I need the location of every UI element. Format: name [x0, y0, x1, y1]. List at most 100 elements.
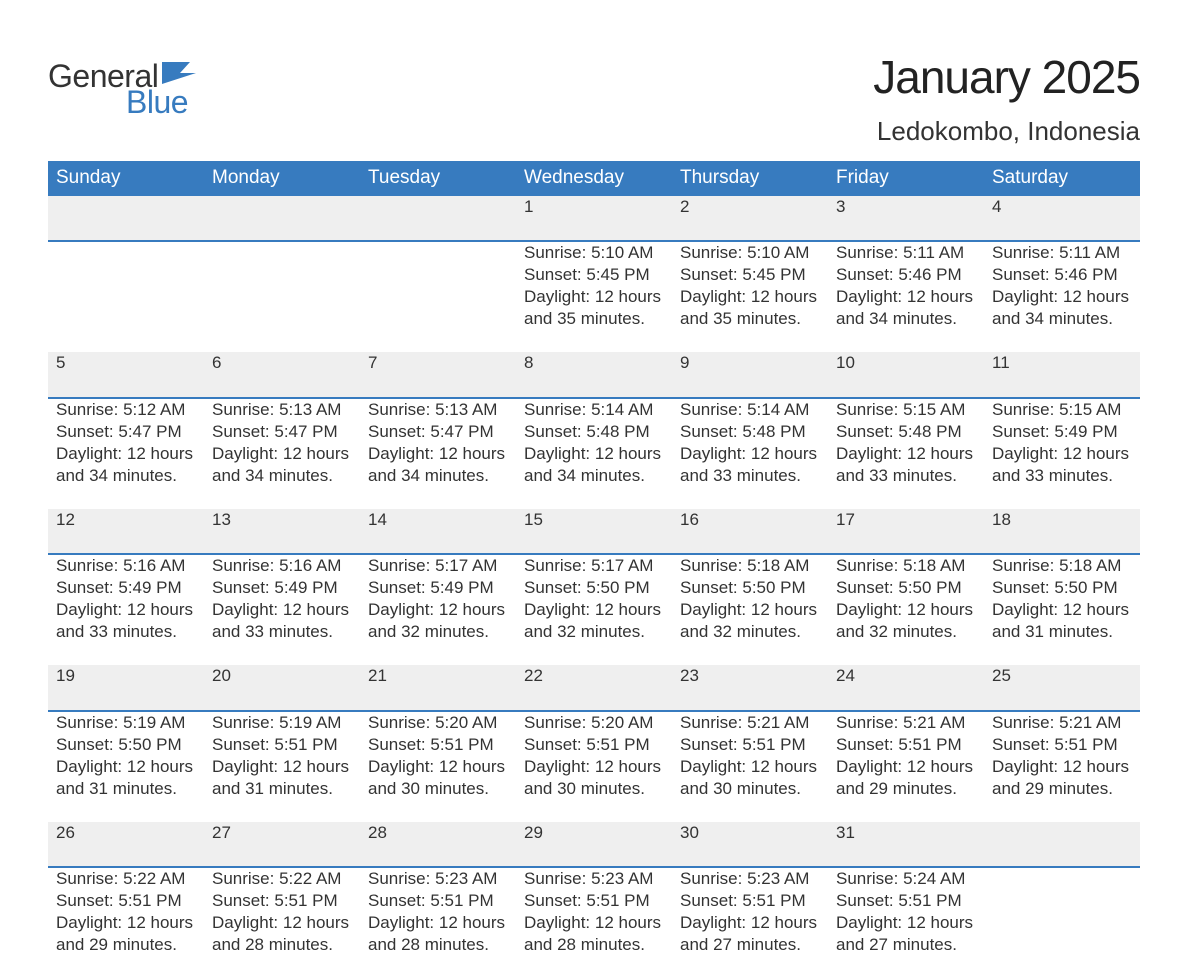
day-info-line: Daylight: 12 hours [368, 443, 508, 465]
daynum-row: 567891011 [48, 352, 1140, 397]
day-info-line: Sunrise: 5:14 AM [680, 399, 820, 421]
day-content-cell [360, 241, 516, 352]
day-info-line: Daylight: 12 hours [56, 756, 196, 778]
day-info-line: Daylight: 12 hours [212, 756, 352, 778]
day-content-cell: Sunrise: 5:10 AMSunset: 5:45 PMDaylight:… [672, 241, 828, 352]
day-info-line: Sunset: 5:46 PM [992, 264, 1132, 286]
day-info-line: Sunset: 5:48 PM [524, 421, 664, 443]
day-content-cell: Sunrise: 5:10 AMSunset: 5:45 PMDaylight:… [516, 241, 672, 352]
day-info-line: Sunrise: 5:12 AM [56, 399, 196, 421]
day-info-line: Daylight: 12 hours [680, 912, 820, 934]
day-number-cell: 28 [360, 822, 516, 867]
day-info-line: and 31 minutes. [56, 778, 196, 800]
day-info-line: and 33 minutes. [212, 621, 352, 643]
day-content-cell: Sunrise: 5:23 AMSunset: 5:51 PMDaylight:… [516, 867, 672, 978]
day-content-cell: Sunrise: 5:13 AMSunset: 5:47 PMDaylight:… [204, 398, 360, 509]
day-info-line: and 34 minutes. [836, 308, 976, 330]
day-info-line: Daylight: 12 hours [368, 912, 508, 934]
day-content-row: Sunrise: 5:12 AMSunset: 5:47 PMDaylight:… [48, 398, 1140, 509]
day-info-line: Sunrise: 5:11 AM [836, 242, 976, 264]
day-content-cell: Sunrise: 5:17 AMSunset: 5:49 PMDaylight:… [360, 554, 516, 665]
day-number-cell: 22 [516, 665, 672, 710]
day-number-cell: 1 [516, 196, 672, 241]
month-title: January 2025 [873, 50, 1140, 104]
day-content-row: Sunrise: 5:10 AMSunset: 5:45 PM Daylight:… [48, 241, 1140, 352]
weekday-header-row: Sunday Monday Tuesday Wednesday Thursday… [48, 161, 1140, 196]
day-number-cell: 31 [828, 822, 984, 867]
day-number-cell: 16 [672, 509, 828, 554]
day-info-line: and 28 minutes. [212, 934, 352, 956]
day-info-line: and 33 minutes. [992, 465, 1132, 487]
day-content-cell: Sunrise: 5:22 AMSunset: 5:51 PMDaylight:… [204, 867, 360, 978]
day-content-cell: Sunrise: 5:13 AMSunset: 5:47 PMDaylight:… [360, 398, 516, 509]
day-number-cell: 12 [48, 509, 204, 554]
daynum-row: 1234 [48, 196, 1140, 241]
day-info-line: Sunset: 5:49 PM [992, 421, 1132, 443]
day-content-cell: Sunrise: 5:20 AMSunset: 5:51 PMDaylight:… [516, 711, 672, 822]
daynum-row: 262728293031 [48, 822, 1140, 867]
day-info-line: Sunset: 5:49 PM [56, 577, 196, 599]
day-info-line: and 33 minutes. [680, 465, 820, 487]
day-info-line: Daylight: 12 hours [368, 756, 508, 778]
title-block: January 2025 Ledokombo, Indonesia [873, 50, 1140, 147]
day-number-cell: 5 [48, 352, 204, 397]
day-info-line: Sunrise: 5:19 AM [212, 712, 352, 734]
day-info-line: Sunset: 5:47 PM [368, 421, 508, 443]
day-number-cell: 3 [828, 196, 984, 241]
day-info-line: and 32 minutes. [524, 621, 664, 643]
day-info-line: Daylight: 12 hours [992, 599, 1132, 621]
day-info-line: Sunrise: 5:23 AM [680, 868, 820, 890]
day-info-line: and 28 minutes. [368, 934, 508, 956]
day-content-row: Sunrise: 5:22 AMSunset: 5:51 PMDaylight:… [48, 867, 1140, 978]
day-info-line: Daylight: 12 hours [836, 756, 976, 778]
day-number-cell [204, 196, 360, 241]
day-number-cell: 8 [516, 352, 672, 397]
day-info-line: and 35 minutes. [680, 308, 820, 330]
day-info-line: Sunset: 5:47 PM [212, 421, 352, 443]
day-info-line: and 28 minutes. [524, 934, 664, 956]
day-number-cell: 24 [828, 665, 984, 710]
day-info-line: Sunset: 5:46 PM [836, 264, 976, 286]
day-number-cell [984, 822, 1140, 867]
day-info-line: Sunset: 5:49 PM [212, 577, 352, 599]
day-content-cell: Sunrise: 5:14 AMSunset: 5:48 PMDaylight:… [516, 398, 672, 509]
weekday-header: Wednesday [516, 161, 672, 196]
day-info-line: Sunrise: 5:20 AM [524, 712, 664, 734]
day-info-line: Sunrise: 5:18 AM [992, 555, 1132, 577]
day-info-line: and 29 minutes. [836, 778, 976, 800]
day-content-cell: Sunrise: 5:23 AMSunset: 5:51 PMDaylight:… [672, 867, 828, 978]
day-info-line: and 30 minutes. [368, 778, 508, 800]
day-info-line: Sunset: 5:51 PM [212, 890, 352, 912]
day-info-line: Sunset: 5:51 PM [524, 890, 664, 912]
day-info-line: Daylight: 12 hours [524, 599, 664, 621]
day-info-line: Sunrise: 5:16 AM [212, 555, 352, 577]
weekday-header: Sunday [48, 161, 204, 196]
day-content-cell [984, 867, 1140, 978]
daynum-row: 19202122232425 [48, 665, 1140, 710]
day-content-cell: Sunrise: 5:16 AMSunset: 5:49 PMDaylight:… [48, 554, 204, 665]
day-info-line: Daylight: 12 hours [836, 599, 976, 621]
day-info-line: Sunset: 5:50 PM [992, 577, 1132, 599]
day-number-cell: 11 [984, 352, 1140, 397]
day-content-cell: Sunrise: 5:24 AMSunset: 5:51 PMDaylight:… [828, 867, 984, 978]
day-info-line: Sunset: 5:51 PM [368, 890, 508, 912]
day-number-cell: 15 [516, 509, 672, 554]
day-info-line: Daylight: 12 hours [524, 286, 664, 308]
day-content-cell: Sunrise: 5:22 AMSunset: 5:51 PMDaylight:… [48, 867, 204, 978]
day-number-cell: 6 [204, 352, 360, 397]
day-info-line: Sunset: 5:47 PM [56, 421, 196, 443]
day-info-line: and 32 minutes. [368, 621, 508, 643]
day-info-line: and 32 minutes. [836, 621, 976, 643]
day-content-cell: Sunrise: 5:20 AMSunset: 5:51 PMDaylight:… [360, 711, 516, 822]
day-content-cell: Sunrise: 5:23 AMSunset: 5:51 PMDaylight:… [360, 867, 516, 978]
weekday-header: Friday [828, 161, 984, 196]
day-info-line: Sunset: 5:45 PM [680, 264, 820, 286]
day-info-line: and 32 minutes. [680, 621, 820, 643]
day-info-line: Sunset: 5:50 PM [836, 577, 976, 599]
day-content-cell: Sunrise: 5:21 AMSunset: 5:51 PMDaylight:… [672, 711, 828, 822]
day-info-line: Sunrise: 5:24 AM [836, 868, 976, 890]
day-info-line: Sunrise: 5:14 AM [524, 399, 664, 421]
day-info-line: Daylight: 12 hours [680, 599, 820, 621]
day-info-line: Sunrise: 5:10 AM [680, 242, 820, 264]
day-number-cell: 9 [672, 352, 828, 397]
